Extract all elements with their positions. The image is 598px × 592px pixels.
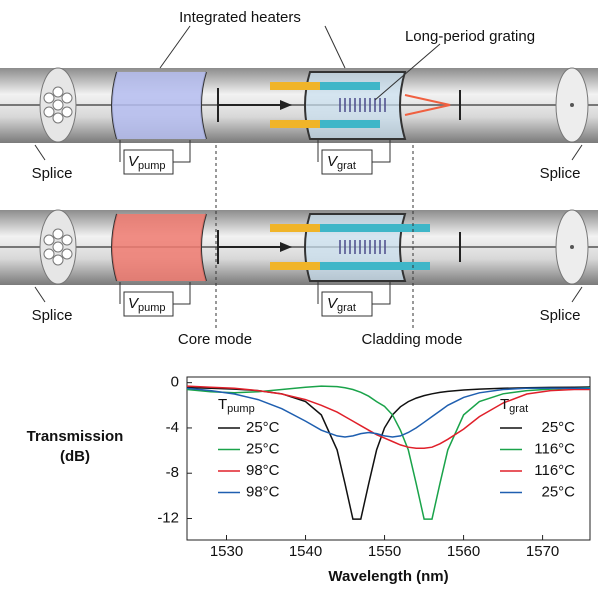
leaders (34, 25, 583, 317)
voltage-label: Vgrat (327, 153, 356, 172)
leader (34, 286, 46, 303)
mode-bar (380, 262, 430, 270)
splice-label: Splice (32, 307, 73, 324)
fiber-bottom (0, 209, 598, 286)
source-box (123, 149, 174, 175)
y-tick-label: -12 (157, 509, 179, 526)
leader (159, 25, 191, 69)
voltage-label: Vpump (128, 295, 166, 314)
x-tick-label: 1540 (289, 543, 322, 560)
x-tick-label: 1550 (368, 543, 401, 560)
legend-title-main: T (500, 396, 509, 413)
light (404, 94, 451, 116)
voltage-symbol: V (327, 295, 339, 312)
series-line (186, 385, 590, 450)
leader (571, 144, 583, 161)
series-line (186, 387, 590, 438)
source-box (123, 291, 174, 317)
leader (324, 25, 346, 69)
x-tick-label: 1570 (526, 543, 559, 560)
voltage-symbol: V (327, 153, 339, 170)
wire (317, 140, 391, 163)
wire (119, 282, 191, 305)
voltage-symbol: V (128, 295, 140, 312)
mode-bar (380, 224, 430, 232)
legend-label: 25°C (246, 419, 280, 436)
series-line (186, 385, 591, 520)
y-tick-label: 0 (171, 374, 179, 391)
chart: 0 -4 -8 -12 1530 1540 1550 1560 1570 Transmission… (27, 374, 591, 585)
dashed-guides (215, 145, 414, 328)
leader (571, 286, 583, 303)
legend-label: 25°C (541, 483, 575, 500)
legend-title: Tgrat (500, 396, 528, 415)
voltage-label: Vgrat (327, 295, 356, 314)
cladding-mode-label: Cladding mode (362, 331, 463, 348)
legend-label: 98°C (246, 462, 280, 479)
pump-heater (112, 72, 206, 139)
voltage-sub: grat (337, 302, 356, 314)
core-mode-label: Core mode (178, 331, 252, 348)
source-box (321, 291, 373, 317)
legend-label: 25°C (246, 440, 280, 457)
pump-heater (112, 214, 206, 281)
voltage-sub: pump (138, 160, 166, 172)
legend-title-sub: pump (227, 403, 255, 415)
splice-label: Splice (540, 165, 581, 182)
x-tick-label: 1530 (210, 543, 243, 560)
leader (374, 43, 441, 101)
y-tick-label: -4 (166, 419, 179, 436)
voltage-symbol: V (128, 153, 140, 170)
grating-label: Long-period grating (405, 28, 535, 45)
voltage-sub: grat (337, 160, 356, 172)
leader (34, 144, 46, 161)
wire (317, 282, 391, 305)
y-tick-label: -8 (166, 464, 179, 481)
plot-frame (186, 376, 591, 541)
legend-label: 116°C (534, 440, 575, 457)
x-tick-label: 1560 (447, 543, 480, 560)
fiber (0, 67, 598, 144)
y-axis-label: Transmission (27, 428, 124, 445)
fiber (0, 209, 598, 286)
legend-title-sub: grat (509, 403, 528, 415)
splice-label: Splice (540, 307, 581, 324)
voltage-sub: pump (138, 302, 166, 314)
voltage-label: Vpump (128, 153, 166, 172)
heaters-label: Integrated heaters (179, 9, 301, 26)
legend-label: 25°C (541, 419, 575, 436)
legend-label: 116°C (534, 462, 575, 479)
source-box (321, 149, 373, 175)
legend-label: 98°C (246, 483, 280, 500)
legend-title: Tpump (218, 396, 255, 415)
splice-label: Splice (32, 165, 73, 182)
x-axis-label: Wavelength (nm) (328, 568, 448, 585)
wire (119, 140, 191, 163)
y-axis-label: (dB) (60, 448, 90, 465)
fiber-top (0, 67, 598, 144)
legend-title-main: T (218, 396, 227, 413)
